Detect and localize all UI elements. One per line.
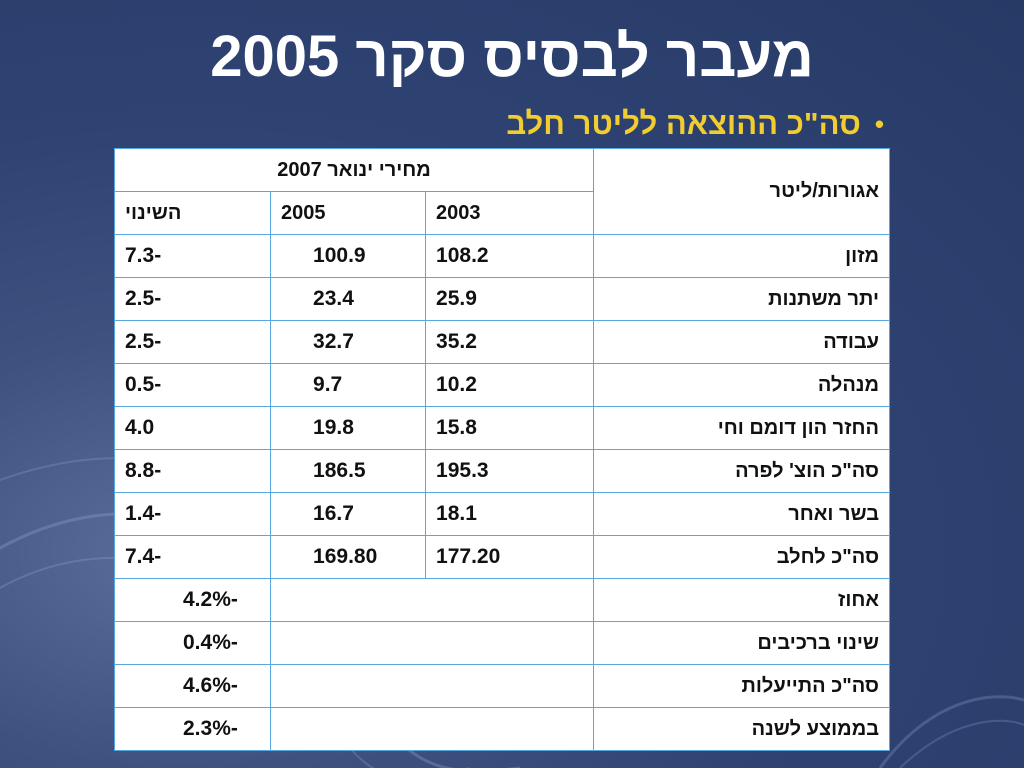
value-2003: 18.1 [425, 492, 595, 536]
table-row: סה"כ לחלב 177.20 169.80 -7.4 [113, 535, 891, 579]
pct-value: -0.4% [113, 621, 272, 665]
table-row: עבודה 35.2 32.7 -2.5 [113, 320, 891, 364]
value-2003: 177.20 [425, 535, 595, 579]
pct-row-label: אחוז [593, 578, 891, 622]
value-change: -2.5 [113, 277, 272, 321]
value-change: -1.4 [113, 492, 272, 536]
header-group: מחירי ינואר 2007 [113, 148, 595, 192]
bullet-dot-icon: • [874, 109, 884, 139]
header-row-2: 2003 2005 השינוי [113, 191, 890, 235]
pct-row-label: בממוצע לשנה [593, 707, 891, 751]
blank-cell [270, 621, 595, 665]
blank-cell [270, 664, 595, 708]
value-2003: 25.9 [425, 277, 595, 321]
value-2005: 32.7 [270, 320, 427, 364]
table-row: מנהלה 10.2 9.7 -0.5 [113, 363, 891, 407]
pct-row-label: סה"כ התייעלות [593, 664, 891, 708]
slide-title: מעבר לבסיס סקר 2005 [210, 24, 814, 89]
pct-row: אחוז -4.2% [113, 578, 891, 622]
blank-cell [270, 578, 595, 622]
value-2005: 186.5 [270, 449, 427, 493]
table-row: מזון 108.2 100.9 -7.3 [113, 234, 891, 278]
pct-value: -2.3% [113, 707, 272, 751]
value-2005: 23.4 [270, 277, 427, 321]
row-label: יתר משתנות [593, 277, 891, 321]
header-2003: 2003 [425, 191, 595, 235]
table-row: סה"כ הוצ' לפרה 195.3 186.5 -8.8 [113, 449, 891, 493]
cost-table: אגורות/ליטר מחירי ינואר 2007 2003 2005 ה… [113, 148, 891, 751]
header-unit: אגורות/ליטר [593, 148, 891, 235]
value-2003: 35.2 [425, 320, 595, 364]
table-row: יתר משתנות 25.9 23.4 -2.5 [113, 277, 891, 321]
header-row-1: אגורות/ליטר מחירי ינואר 2007 [113, 148, 891, 235]
row-label: מזון [593, 234, 891, 278]
pct-row: שינוי ברכיבים -0.4% [113, 621, 891, 665]
value-2005: 100.9 [270, 234, 427, 278]
row-label: מנהלה [593, 363, 891, 407]
value-2003: 10.2 [425, 363, 595, 407]
table-row: החזר הון דומם וחי 15.8 19.8 4.0 [113, 406, 891, 450]
value-change: -0.5 [113, 363, 272, 407]
bullet-text: סה"כ ההוצאה לליטר חלב [506, 106, 861, 141]
row-label: סה"כ הוצ' לפרה [593, 449, 891, 493]
value-change: -2.5 [113, 320, 272, 364]
value-change: 4.0 [113, 406, 272, 450]
bullet-heading: • סה"כ ההוצאה לליטר חלב [506, 106, 884, 142]
row-label: בשר ואחר [593, 492, 891, 536]
pct-value: -4.2% [113, 578, 272, 622]
value-change: -8.8 [113, 449, 272, 493]
value-change: -7.4 [113, 535, 272, 579]
value-change: -7.3 [113, 234, 272, 278]
row-label: סה"כ לחלב [593, 535, 891, 579]
pct-row: בממוצע לשנה -2.3% [113, 707, 891, 751]
value-2005: 9.7 [270, 363, 427, 407]
pct-value: -4.6% [113, 664, 272, 708]
blank-cell [270, 707, 595, 751]
row-label: החזר הון דומם וחי [593, 406, 891, 450]
value-2003: 15.8 [425, 406, 595, 450]
value-2005: 169.80 [270, 535, 427, 579]
value-2005: 19.8 [270, 406, 427, 450]
header-change: השינוי [113, 191, 272, 235]
table-row: בשר ואחר 18.1 16.7 -1.4 [113, 492, 891, 536]
value-2003: 195.3 [425, 449, 595, 493]
header-2005: 2005 [270, 191, 427, 235]
value-2005: 16.7 [270, 492, 427, 536]
row-label: עבודה [593, 320, 891, 364]
pct-row-label: שינוי ברכיבים [593, 621, 891, 665]
value-2003: 108.2 [425, 234, 595, 278]
pct-row: סה"כ התייעלות -4.6% [113, 664, 891, 708]
